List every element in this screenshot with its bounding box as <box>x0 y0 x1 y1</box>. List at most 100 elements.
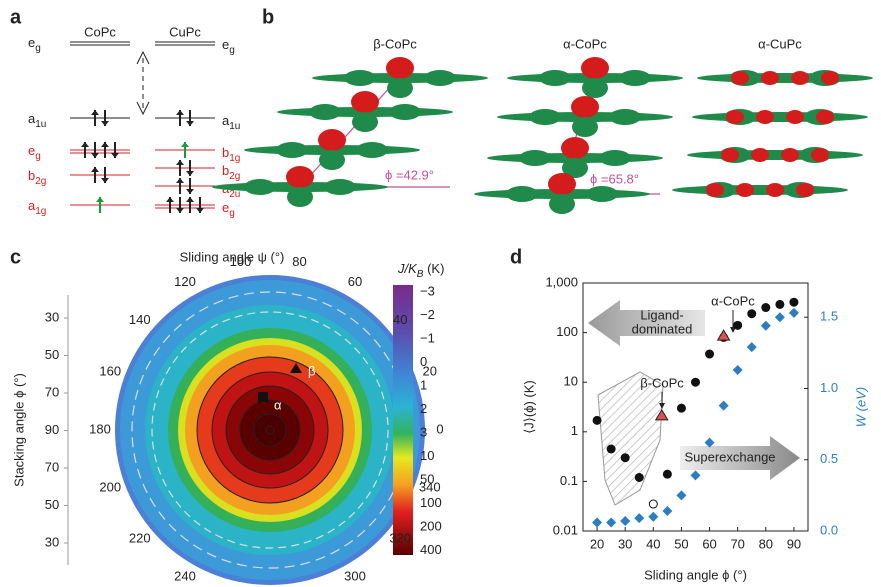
title-sub: B <box>417 269 424 280</box>
label-sub: 1g <box>35 206 46 217</box>
y-tick-label: 10 <box>564 374 578 389</box>
column-title: CoPc <box>84 24 116 39</box>
data-point <box>746 342 757 353</box>
orbital <box>562 158 588 178</box>
spin-head <box>176 208 184 213</box>
panel-label: b <box>262 6 274 28</box>
label-base: e <box>28 35 35 50</box>
level-label: eg <box>222 200 235 218</box>
angle-tick-label: 320 <box>389 531 411 546</box>
marker-label: β <box>308 363 315 378</box>
angle-tick-label: 200 <box>99 480 121 495</box>
x-tick-label: 20 <box>590 536 604 551</box>
orbital <box>549 194 575 214</box>
angle-tick-label: 20 <box>423 363 437 378</box>
data-point <box>716 329 731 341</box>
angle-tick-label: 100 <box>230 254 252 269</box>
molecule <box>599 150 631 166</box>
colorbar-tick-label: 50 <box>420 471 434 486</box>
orbital <box>286 166 314 188</box>
level-label: b2g <box>222 163 240 181</box>
colorbar-tick-label: 400 <box>420 542 442 557</box>
orbital <box>791 71 809 85</box>
orbital <box>731 71 749 85</box>
orbital <box>386 57 414 79</box>
spin-head <box>101 142 109 147</box>
spin-head <box>166 197 174 202</box>
orbital <box>726 110 744 124</box>
angle-tick-label: 300 <box>344 569 366 584</box>
data-point <box>718 400 729 411</box>
phi-tick-label: 70 <box>45 459 59 474</box>
orbital <box>756 110 774 124</box>
spin-head <box>181 142 189 147</box>
x-tick-label: 30 <box>618 536 632 551</box>
structure-title: α-CuPc <box>758 36 802 51</box>
x-tick-label: 70 <box>730 536 744 551</box>
data-point <box>789 297 799 307</box>
data-point <box>788 307 799 318</box>
orbital <box>786 110 804 124</box>
angle-tick-label: 40 <box>393 312 407 327</box>
y-axis-title: ⟨J⟩(ϕ) (K) <box>521 380 536 434</box>
title-base: J/K <box>397 261 418 276</box>
colorbar-tick-label: 2 <box>420 401 427 416</box>
x-tick-label: 80 <box>759 536 773 551</box>
angle-tick-label: 180 <box>89 421 111 436</box>
orbital <box>319 150 345 170</box>
orbital <box>581 57 609 79</box>
y-tick-label: 1,000 <box>545 274 578 289</box>
title-unit: (K) <box>423 261 444 276</box>
panel-label: d <box>510 246 522 268</box>
data-point <box>662 506 673 517</box>
molecule <box>692 112 868 122</box>
data-point <box>662 469 672 479</box>
level-label: a1u <box>222 113 240 131</box>
data-point <box>732 364 743 375</box>
data-point <box>620 516 631 527</box>
spin-head <box>111 153 119 158</box>
angle-tick-label: 340 <box>419 480 441 495</box>
label-base: e <box>222 37 229 52</box>
label-sub: 1u <box>229 121 240 132</box>
phi-tick-label: 90 <box>45 422 59 437</box>
spin-head <box>186 171 194 176</box>
angle-tick-label: 120 <box>174 274 196 289</box>
colorbar-tick-label: 3 <box>420 424 427 439</box>
data-point <box>648 511 659 522</box>
label-sub: 2u <box>229 189 240 200</box>
molecule <box>672 185 848 195</box>
axis-title: Sliding angle ψ (°) <box>180 249 285 264</box>
x-tick-label: 40 <box>646 536 660 551</box>
molecule <box>619 70 651 86</box>
data-point <box>733 320 743 330</box>
level-label: b2g <box>28 168 46 186</box>
data-point <box>691 377 700 387</box>
angle-label: ϕ =65.8° <box>590 171 639 186</box>
y2-tick-label: 0.0 <box>820 522 838 537</box>
angle-tick-label: 160 <box>99 363 121 378</box>
spin-head <box>81 142 89 147</box>
molecule <box>687 150 863 160</box>
angle-tick-label: 140 <box>129 312 151 327</box>
label-base: e <box>222 200 229 215</box>
orbital <box>811 148 829 162</box>
arrow-head <box>136 50 150 65</box>
data-point <box>774 312 785 323</box>
y2-axis-title: W (eV) <box>853 387 868 427</box>
plot-frame <box>582 282 809 532</box>
phi-tick-label: 30 <box>45 534 59 549</box>
colorbar-title: J/KB (K) <box>397 261 444 279</box>
data-point <box>761 303 771 313</box>
orbital <box>736 183 754 197</box>
data-point <box>705 349 715 359</box>
label-base: a <box>222 113 230 128</box>
label-sub: g <box>35 43 41 54</box>
angle-tick-label: 220 <box>129 531 151 546</box>
structure-title: β-CoPc <box>373 36 417 51</box>
annotation: α-CoPc <box>711 293 755 308</box>
angle-tick-label: 240 <box>174 569 196 584</box>
spin-head <box>176 178 184 183</box>
x-axis-title: Sliding angle ϕ (°) <box>644 567 747 582</box>
